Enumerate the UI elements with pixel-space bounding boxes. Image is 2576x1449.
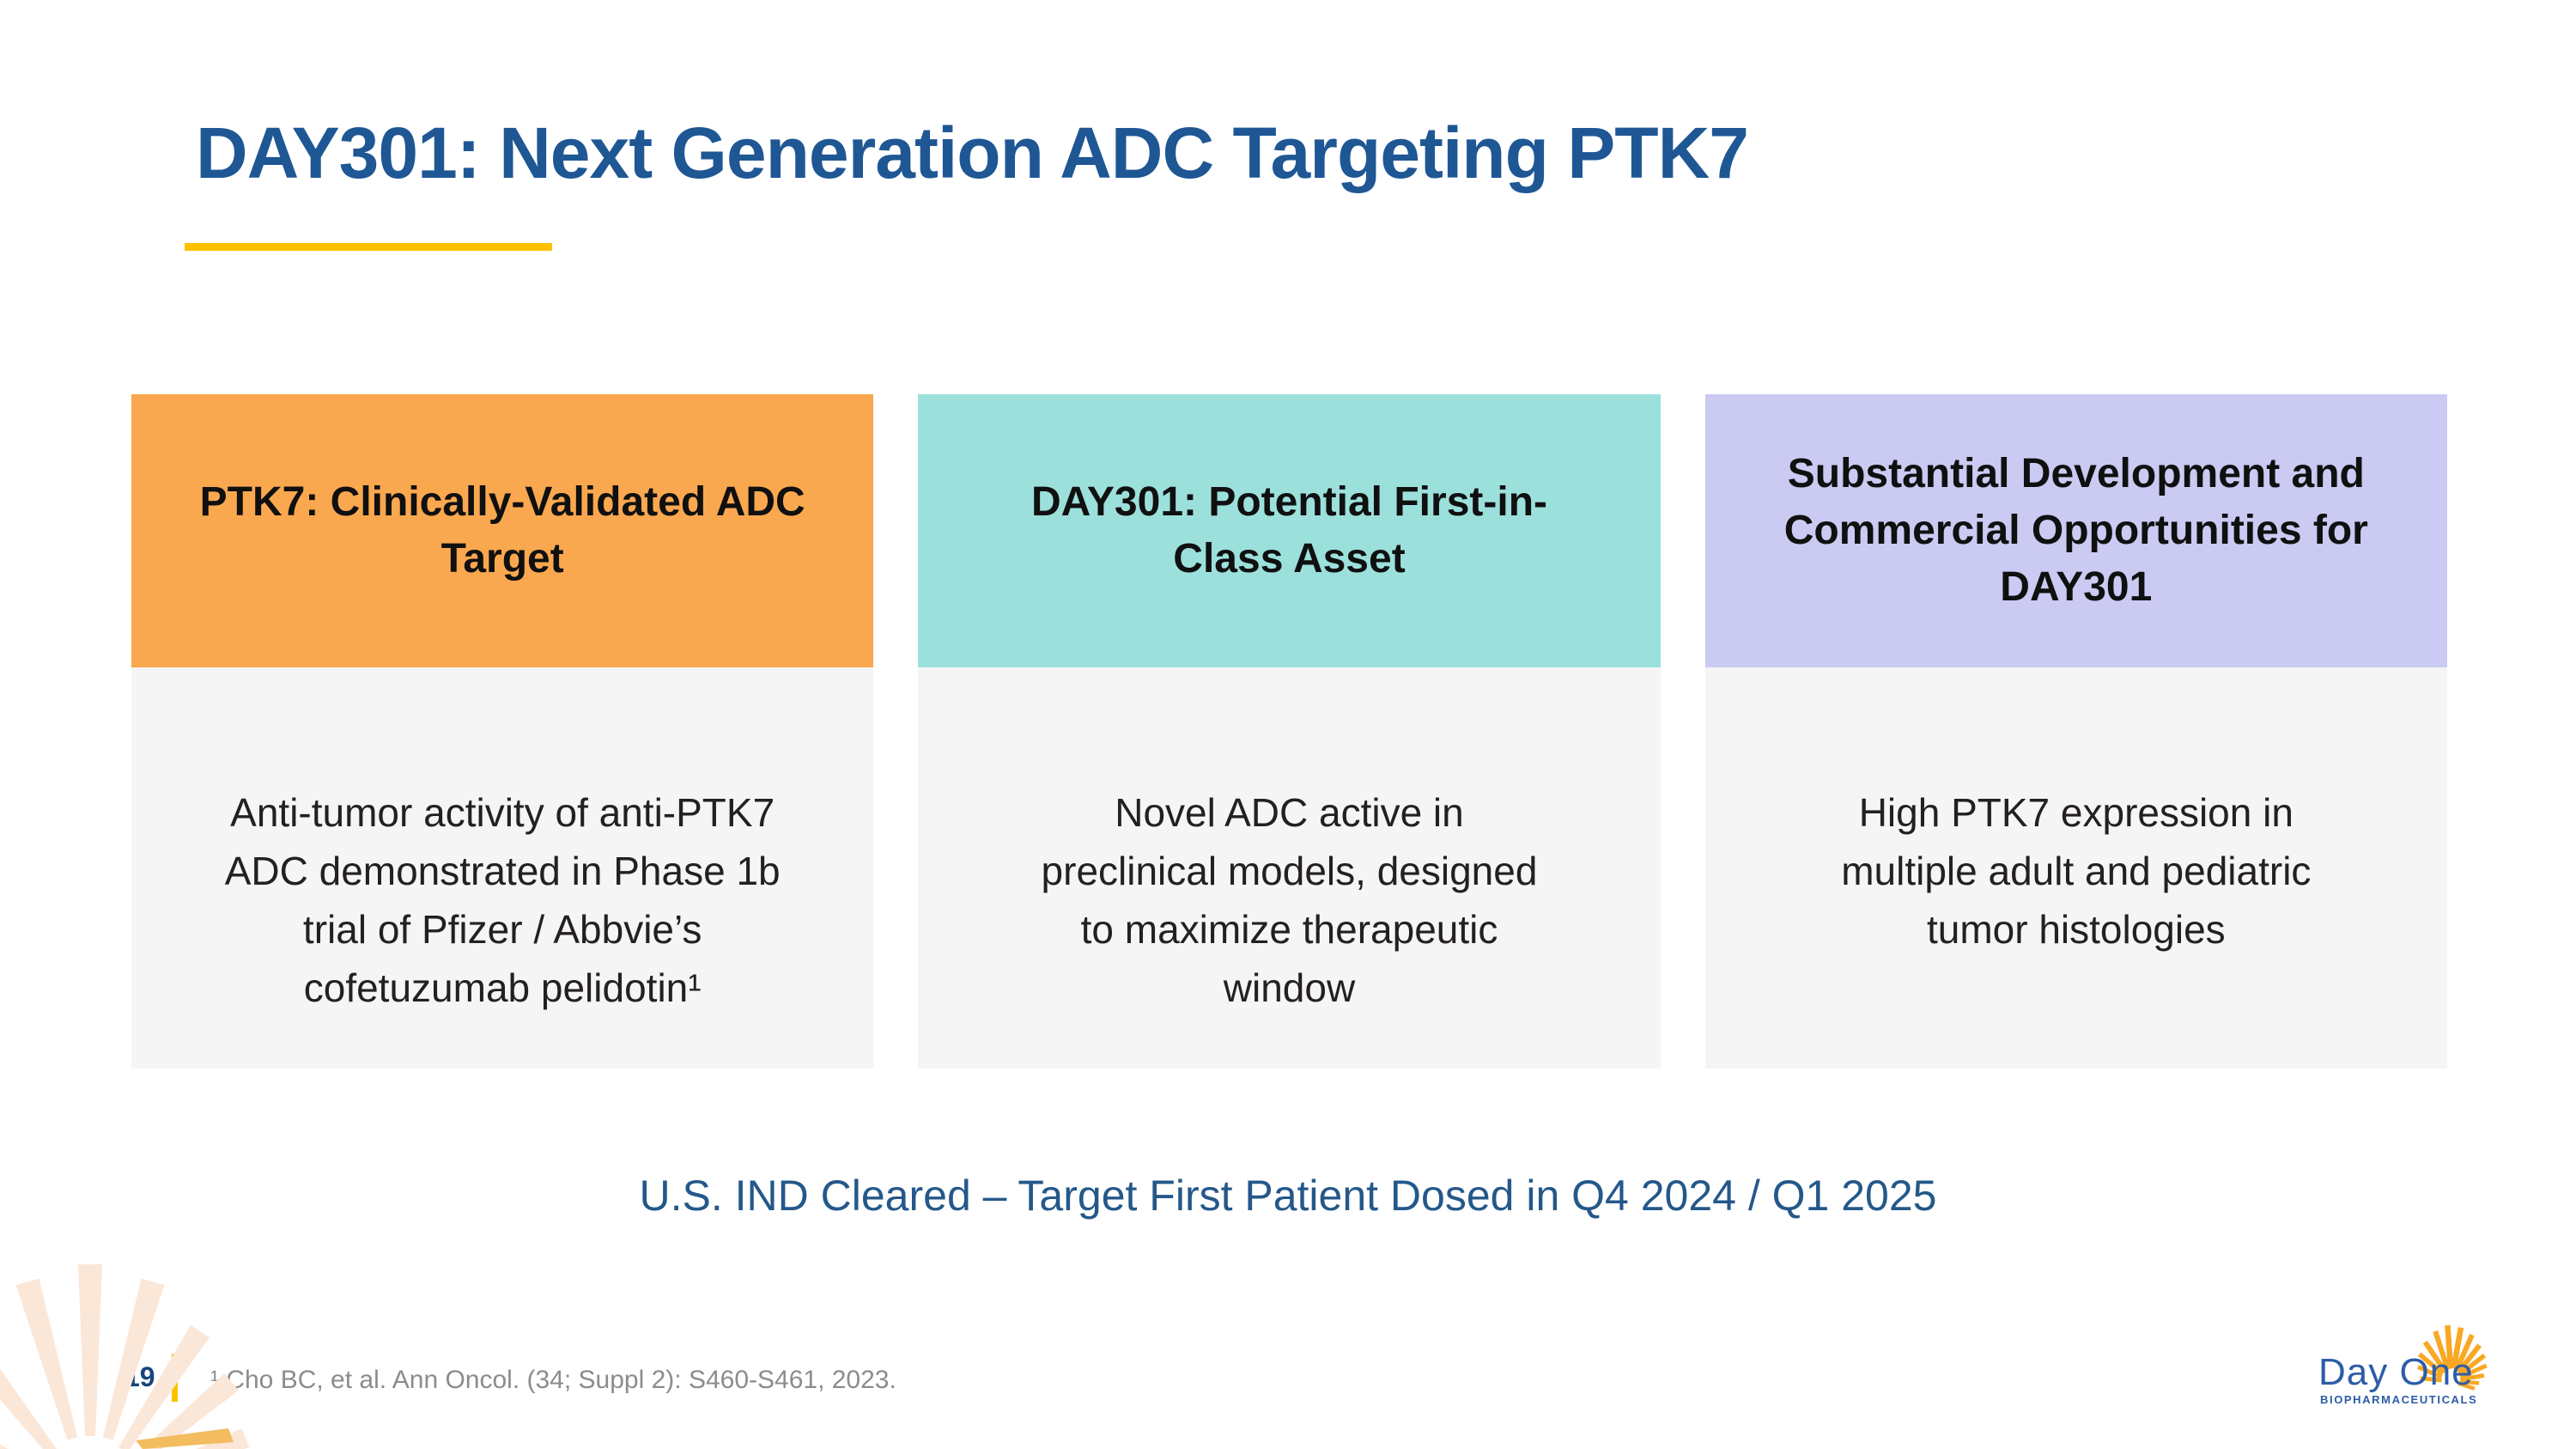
title-underline (185, 243, 552, 251)
card-body: Novel ADC active in preclinical models, … (918, 667, 1661, 1068)
card-ptk7-target: PTK7: Clinically-Validated ADC Target An… (131, 394, 874, 1068)
logo-sunburst-icon (2416, 1324, 2488, 1391)
company-logo: Day One BIOPHARMACEUTICALS (2310, 1306, 2533, 1426)
page-title: DAY301: Next Generation ADC Targeting PT… (196, 113, 1749, 193)
card-day301-asset: DAY301: Potential First-in- Class Asset … (918, 394, 1661, 1068)
sunburst-decoration (0, 1264, 250, 1449)
card-header: DAY301: Potential First-in- Class Asset (918, 394, 1661, 667)
card-development-opportunities: Substantial Development and Commercial O… (1704, 394, 2447, 1068)
milestone-statement: U.S. IND Cleared – Target First Patient … (639, 1172, 1937, 1220)
card-header: Substantial Development and Commercial O… (1704, 394, 2447, 667)
card-body: High PTK7 expression in multiple adult a… (1704, 667, 2447, 1068)
card-header: PTK7: Clinically-Validated ADC Target (131, 394, 874, 667)
cards-row: PTK7: Clinically-Validated ADC Target An… (131, 394, 2447, 1068)
card-body: Anti-tumor activity of anti-PTK7 ADC dem… (131, 667, 874, 1068)
gold-ray (136, 1428, 234, 1449)
footnote: ¹ Cho BC, et al. Ann Oncol. (34; Suppl 2… (210, 1366, 896, 1394)
logo-subtitle: BIOPHARMACEUTICALS (2320, 1393, 2478, 1406)
logo-wordmark: Day One (2318, 1351, 2474, 1393)
